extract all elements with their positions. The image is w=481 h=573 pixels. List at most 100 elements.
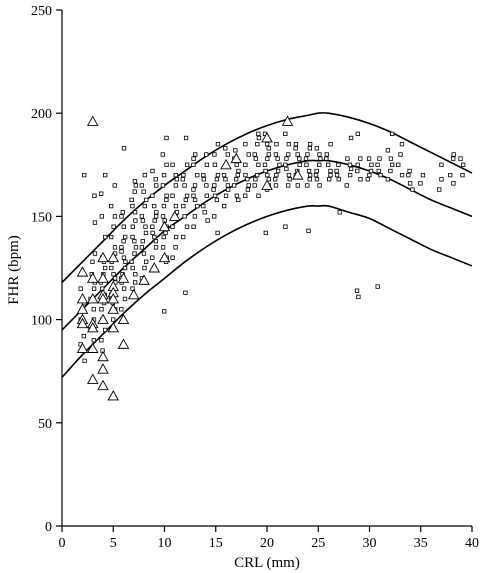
data-point-square — [92, 220, 98, 225]
data-point-square — [266, 152, 271, 157]
data-point-square — [388, 168, 393, 174]
x-tick-label: 40 — [465, 536, 479, 551]
data-point-square — [233, 177, 239, 182]
data-point-square — [306, 228, 311, 234]
data-point-square — [243, 162, 248, 167]
data-point-square — [369, 162, 374, 167]
data-point-triangle — [97, 272, 109, 283]
data-point-square — [307, 177, 312, 182]
data-point-square — [437, 187, 442, 192]
data-point-square — [91, 338, 96, 343]
data-point-square — [336, 162, 341, 167]
data-point-triangle — [117, 272, 130, 283]
data-point-square — [223, 146, 228, 151]
data-point-square — [122, 296, 128, 302]
data-point-square — [192, 197, 198, 203]
data-point-square — [205, 218, 210, 223]
data-point-square — [142, 172, 148, 178]
data-point-square — [202, 210, 207, 215]
data-point-square — [236, 168, 241, 174]
data-point-square — [91, 286, 97, 291]
y-tick-label: 100 — [31, 314, 52, 329]
data-point-square — [235, 172, 240, 178]
data-point-square — [273, 183, 279, 188]
data-point-square — [109, 234, 114, 240]
data-point-triangle — [97, 313, 109, 325]
data-point-square — [153, 245, 159, 250]
data-point-triangle — [117, 313, 130, 325]
data-point-square — [256, 135, 262, 141]
data-point-square — [150, 255, 155, 260]
data-point-square — [92, 251, 98, 256]
data-point-square — [253, 156, 258, 161]
data-point-square — [132, 179, 138, 184]
data-point-square — [191, 162, 196, 167]
data-point-square — [418, 181, 423, 186]
data-point-square — [266, 177, 271, 182]
data-point-square — [212, 162, 218, 167]
data-point-square — [173, 245, 178, 250]
data-point-square — [204, 193, 209, 198]
data-point-square — [314, 168, 319, 174]
data-point-triangle — [291, 169, 304, 180]
median-reference-curve — [61, 159, 473, 331]
data-point-triangle — [127, 288, 140, 300]
data-point-square — [348, 172, 353, 178]
data-point-triangle — [117, 338, 130, 349]
data-point-square — [385, 177, 390, 182]
data-point-triangle — [97, 379, 109, 391]
data-point-square — [191, 187, 196, 192]
data-point-square — [103, 265, 108, 271]
data-point-square — [293, 142, 299, 147]
data-point-square — [109, 265, 114, 271]
data-point-square — [121, 224, 126, 229]
data-point-square — [274, 142, 279, 147]
data-point-square — [160, 183, 166, 188]
data-point-triangle — [107, 303, 120, 314]
data-point-square — [358, 177, 363, 182]
data-point-square — [133, 245, 139, 250]
data-point-square — [406, 172, 411, 178]
data-point-square — [328, 172, 333, 178]
y-tick-label: 250 — [31, 4, 52, 19]
data-point-triangle — [97, 293, 109, 304]
x-tick-label: 30 — [363, 536, 377, 551]
data-point-square — [133, 183, 139, 188]
data-point-triangle — [220, 158, 232, 170]
y-tick-label: 0 — [45, 520, 52, 535]
data-point-square — [201, 177, 206, 182]
data-point-square — [150, 224, 155, 229]
data-point-square — [295, 152, 300, 157]
data-point-square — [345, 156, 350, 161]
data-point-square — [112, 276, 118, 281]
data-point-square — [313, 172, 319, 178]
data-point-square — [212, 193, 218, 198]
data-point-square — [348, 135, 354, 141]
data-point-square — [153, 239, 159, 244]
data-point-square — [162, 309, 167, 314]
data-point-square — [410, 187, 415, 192]
data-point-square — [90, 259, 95, 264]
data-point-square — [123, 259, 128, 264]
data-point-square — [212, 152, 217, 157]
data-point-square — [154, 210, 159, 215]
data-point-square — [142, 265, 147, 271]
data-point-square — [264, 142, 270, 147]
data-point-square — [204, 183, 209, 188]
data-point-triangle — [97, 350, 109, 362]
data-point-square — [122, 265, 128, 271]
data-point-square — [254, 172, 260, 178]
data-point-square — [305, 183, 310, 188]
data-point-square — [317, 162, 322, 167]
data-point-square — [266, 146, 271, 151]
data-point-square — [153, 177, 158, 182]
data-point-square — [265, 172, 270, 178]
data-point-square — [192, 214, 198, 219]
data-point-square — [451, 181, 456, 186]
data-point-square — [307, 146, 313, 151]
data-point-square — [286, 172, 292, 178]
data-point-square — [420, 172, 426, 178]
data-point-square — [112, 245, 118, 250]
x-tick-label: 10 — [158, 536, 172, 551]
data-point-square — [99, 307, 104, 312]
